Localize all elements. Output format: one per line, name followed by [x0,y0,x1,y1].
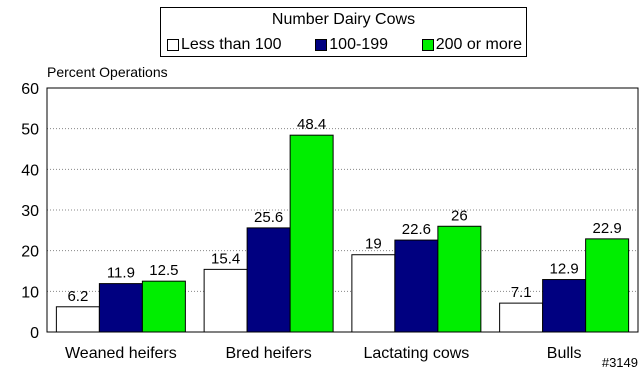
data-label: 26 [451,207,468,224]
data-label: 7.1 [511,284,532,301]
legend: Number Dairy Cows Less than 100 100-199 … [160,7,527,57]
bar [55,306,100,333]
y-tick-label: 20 [21,244,39,261]
bar [98,283,143,333]
y-tick-label: 10 [21,284,39,301]
bar [394,239,439,333]
data-label: 19 [365,236,382,253]
y-tick-label: 60 [21,81,39,98]
bar [351,254,396,333]
data-labels: 6.2 11.9 12.5 15.4 25.6 48.4 19 22.6 26 7.1 12.9 22… [67,116,621,305]
legend-label-200-or-more: 200 or more [435,36,522,53]
y-tick-label: 50 [21,122,39,139]
y-tick-label: 30 [21,203,39,220]
data-label: 15.4 [211,250,240,267]
legend-label-less-than-100: Less than 100 [181,36,282,53]
bar [542,279,587,333]
x-tick-labels: Weaned heifers Bred heifers Lactating cows… [65,345,581,362]
y-tick-label: 0 [30,325,39,342]
plot-frame [46,87,639,333]
legend-swatch-less-than-100 [167,39,179,51]
bar [246,227,291,333]
legend-swatch-200-or-more [421,39,434,51]
legend-item-200-or-more: 200 or more [421,36,522,54]
data-label: 25.6 [254,209,283,226]
data-label: 22.9 [593,220,622,237]
bar [289,134,334,333]
data-label: 48.4 [297,116,326,133]
y-axis-label: Percent Operations [47,64,168,80]
data-label: 12.5 [149,262,178,279]
legend-swatch-100-199 [315,39,328,51]
legend-item-less-than-100: Less than 100 [167,36,282,54]
x-tick-label: Lactating cows [363,345,469,362]
data-label: 6.2 [67,288,88,305]
bar [499,302,544,333]
legend-label-100-199: 100-199 [329,36,388,53]
data-label: 11.9 [107,265,135,282]
bar [585,238,630,333]
y-tick-label: 40 [21,162,39,179]
legend-item-100-199: 100-199 [315,36,388,54]
legend-items: Less than 100 100-199 200 or more [167,35,522,55]
x-tick-label: Bred heifers [225,345,311,362]
x-tick-label: Bulls [547,345,582,362]
data-label: 22.6 [402,221,431,238]
bar [437,225,482,333]
axes [46,87,639,333]
bar [203,268,248,333]
data-label: 12.9 [550,261,579,278]
bars [55,134,630,333]
y-tick-labels: 0 10 20 30 40 50 60 [21,81,39,342]
figure-number: #3149 [601,355,638,370]
bar [141,280,186,333]
gridlines [47,128,638,292]
legend-title: Number Dairy Cows [271,11,416,28]
x-tick-label: Weaned heifers [65,345,177,362]
